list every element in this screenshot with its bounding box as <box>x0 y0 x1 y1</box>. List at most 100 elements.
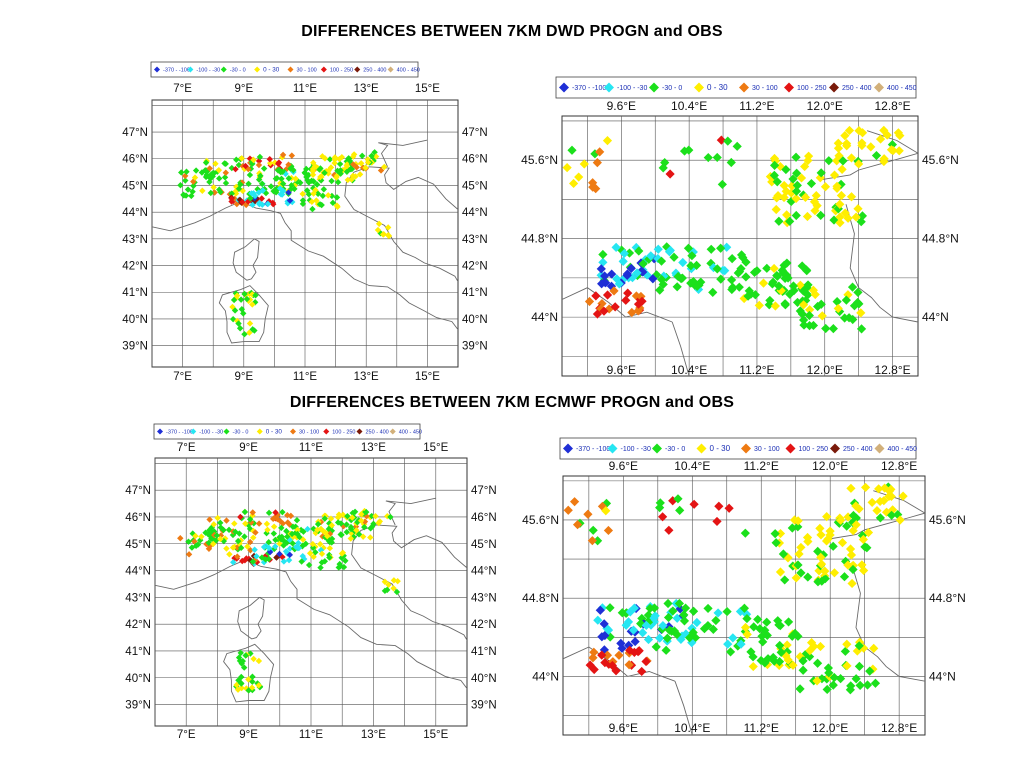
station-point-green <box>265 539 272 546</box>
station-point-yellow <box>894 146 904 156</box>
y-tick-label-right: 44°N <box>462 207 488 219</box>
station-point-yellow <box>898 491 908 501</box>
y-tick-label-right: 46°N <box>471 512 497 524</box>
station-point-yellow <box>326 545 334 552</box>
station-point-green <box>257 172 264 180</box>
station-point-green <box>824 156 834 166</box>
station-point-yellow <box>309 165 317 173</box>
station-point-yellow <box>794 549 804 559</box>
station-point-yellow <box>859 565 869 576</box>
station-point-yellow <box>357 160 365 167</box>
station-point-green <box>251 327 258 334</box>
station-point-green <box>231 307 239 314</box>
station-point-red <box>266 155 273 163</box>
station-point-yellow <box>782 210 792 220</box>
station-point-yellow <box>820 182 831 192</box>
station-point-green <box>851 513 861 523</box>
station-point-green <box>319 192 327 200</box>
station-point-yellow <box>800 161 810 172</box>
station-point-green <box>221 160 228 167</box>
station-point-yellow <box>249 301 256 308</box>
station-point-green <box>792 168 802 178</box>
station-point-yellow <box>846 153 857 163</box>
station-point-green <box>822 684 832 695</box>
station-point-yellow <box>844 125 855 136</box>
station-point-orange <box>614 650 624 660</box>
legend-marker-blue <box>563 443 573 454</box>
y-tick-label-left: 44°N <box>122 207 148 219</box>
station-point-green <box>217 519 224 527</box>
legend-marker-green <box>652 443 662 454</box>
y-tick-label-right: 39°N <box>471 700 497 712</box>
legend-label: 30 - 100 <box>297 67 317 73</box>
x-tick-label-bottom: 10.4°E <box>671 363 707 377</box>
station-point-green <box>288 182 295 189</box>
station-point-yellow <box>331 156 338 163</box>
legend-label: 250 - 400 <box>842 85 872 92</box>
station-point-cyan <box>249 201 256 209</box>
station-point-green <box>320 186 328 193</box>
station-point-yellow <box>835 218 845 228</box>
station-point-green <box>703 152 713 163</box>
coastline <box>845 204 918 323</box>
station-point-yellow <box>854 159 864 169</box>
station-point-green <box>849 301 860 311</box>
station-point-green <box>706 244 716 254</box>
station-point-green <box>251 299 259 306</box>
station-point-green <box>291 185 298 193</box>
station-point-green <box>716 243 726 253</box>
station-point-blue <box>606 281 617 291</box>
station-point-green <box>796 568 806 578</box>
station-point-yellow <box>802 532 813 543</box>
station-point-green <box>624 248 635 258</box>
station-point-green <box>801 295 811 306</box>
x-tick-label-top: 9°E <box>234 83 253 95</box>
y-tick-label-right: 43°N <box>471 592 497 604</box>
station-point-green <box>802 283 812 293</box>
station-point-green <box>210 170 218 177</box>
station-point-yellow <box>836 515 846 525</box>
legend-label: 0 - 30 <box>266 428 283 435</box>
station-point-green <box>854 641 864 651</box>
station-point-green <box>228 164 236 172</box>
station-point-yellow <box>331 159 338 167</box>
station-point-cyan <box>295 544 303 552</box>
y-tick-label-left: 44°N <box>531 310 558 324</box>
station-point-green <box>803 572 813 582</box>
station-point-red <box>228 195 235 202</box>
station-point-yellow <box>266 159 274 167</box>
y-tick-label-right: 44.8°N <box>929 591 966 605</box>
station-point-green <box>279 168 286 176</box>
station-point-green <box>749 267 760 278</box>
station-point-yellow <box>851 501 861 511</box>
station-point-yellow <box>773 191 783 201</box>
station-point-yellow <box>800 192 811 202</box>
station-point-yellow <box>250 156 257 164</box>
station-point-yellow <box>857 560 867 570</box>
station-point-green <box>290 166 297 174</box>
station-point-green <box>743 291 753 301</box>
x-tick-label-top: 12.0°E <box>807 99 843 113</box>
station-point-green <box>256 153 264 161</box>
station-point-green <box>822 674 832 684</box>
station-point-green <box>285 175 293 182</box>
station-point-green <box>857 211 868 221</box>
y-tick-label-right: 43°N <box>462 234 488 246</box>
station-point-yellow <box>875 134 886 144</box>
station-point-green <box>247 650 254 657</box>
station-point-cyan <box>614 279 624 289</box>
station-point-yellow <box>793 516 803 526</box>
y-tick-label-right: 44°N <box>922 310 949 324</box>
legend-marker-tan <box>389 428 396 435</box>
y-tick-label-right: 45.6°N <box>922 153 959 167</box>
station-point-green <box>246 171 254 179</box>
station-point-cyan <box>285 556 293 564</box>
x-tick-label-top: 12.8°E <box>874 99 910 113</box>
station-point-green <box>853 287 863 297</box>
station-point-green <box>835 674 846 684</box>
station-point-yellow <box>843 512 853 522</box>
station-point-yellow <box>758 278 769 288</box>
station-point-yellow <box>229 544 237 551</box>
station-point-green <box>871 150 882 161</box>
station-point-green <box>795 684 805 694</box>
